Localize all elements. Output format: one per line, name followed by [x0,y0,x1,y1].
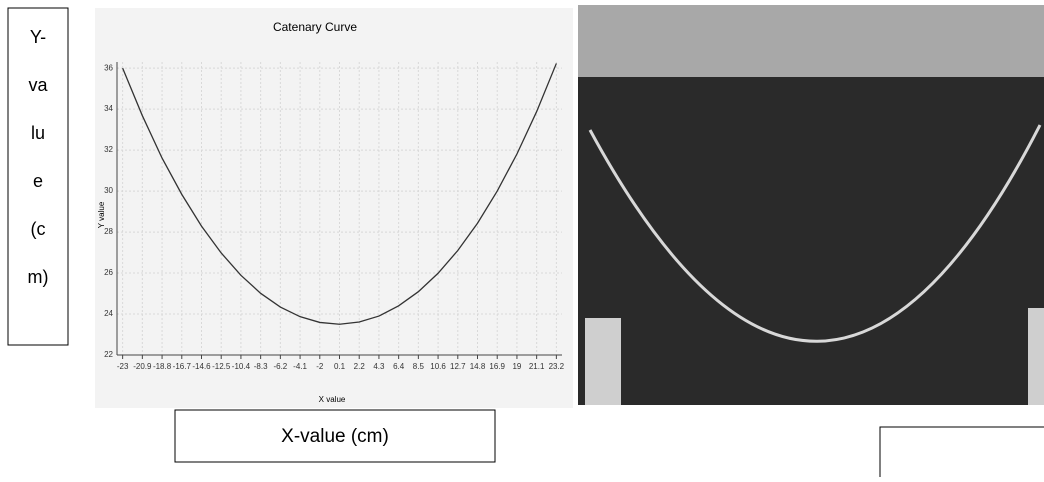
x-tick-label: 0.1 [334,362,346,371]
chart-title: Catenary Curve [273,20,357,34]
x-tick-label: -16.7 [173,362,192,371]
outer-y-label-line: va [28,75,48,95]
x-tick-label: -23 [117,362,129,371]
x-tick-label: 2.2 [354,362,366,371]
outer-y-label-line: Y- [30,27,46,47]
x-tick-label: -14.6 [192,362,211,371]
x-tick-label: 23.2 [549,362,565,371]
empty-box [879,426,1044,477]
y-tick-label: 24 [104,309,113,318]
photo-block [585,318,621,405]
x-tick-label: -2 [316,362,324,371]
outer-y-label-line: e [33,171,43,191]
x-tick-label: 14.8 [470,362,486,371]
x-tick-label: -8.3 [254,362,268,371]
photo-block [1028,308,1044,405]
y-tick-label: 34 [104,104,113,113]
photo-wall [578,5,1044,77]
x-tick-label: 4.3 [373,362,385,371]
y-tick-label: 30 [104,186,113,195]
x-tick-label: -4.1 [293,362,307,371]
photo-chain [588,124,1042,343]
x-label-box [174,409,496,463]
outer-y-label-line: (c [31,219,46,239]
x-tick-label: 8.5 [413,362,425,371]
y-tick-label: 28 [104,227,113,236]
photo [578,5,1044,405]
x-tick-label: 19 [512,362,521,371]
y-tick-label: 22 [104,350,113,359]
x-tick-label: -18.8 [153,362,172,371]
y-tick-label: 32 [104,145,113,154]
x-tick-label: 10.6 [430,362,446,371]
outer-y-label-line: lu [31,123,45,143]
y-label-box [7,7,69,346]
x-tick-label: -12.5 [212,362,231,371]
x-tick-label: 21.1 [529,362,545,371]
outer-y-label: Y-va lu e (c m) [28,27,49,287]
outer-x-label: X-value (cm) [281,426,389,447]
y-tick-label: 36 [104,63,113,72]
outer-y-label-line: m) [28,267,49,287]
x-tick-label: 16.9 [489,362,505,371]
x-tick-label: -6.2 [273,362,287,371]
y-axis-label: Y value [97,201,106,228]
x-axis-label: X value [319,395,346,404]
series-line [122,63,557,325]
y-tick-label: 26 [104,268,113,277]
x-tick-label: -20.9 [133,362,152,371]
chart-background [95,8,573,408]
x-tick-label: 12.7 [450,362,466,371]
x-tick-label: 6.4 [393,362,405,371]
x-tick-label: -10.4 [232,362,251,371]
